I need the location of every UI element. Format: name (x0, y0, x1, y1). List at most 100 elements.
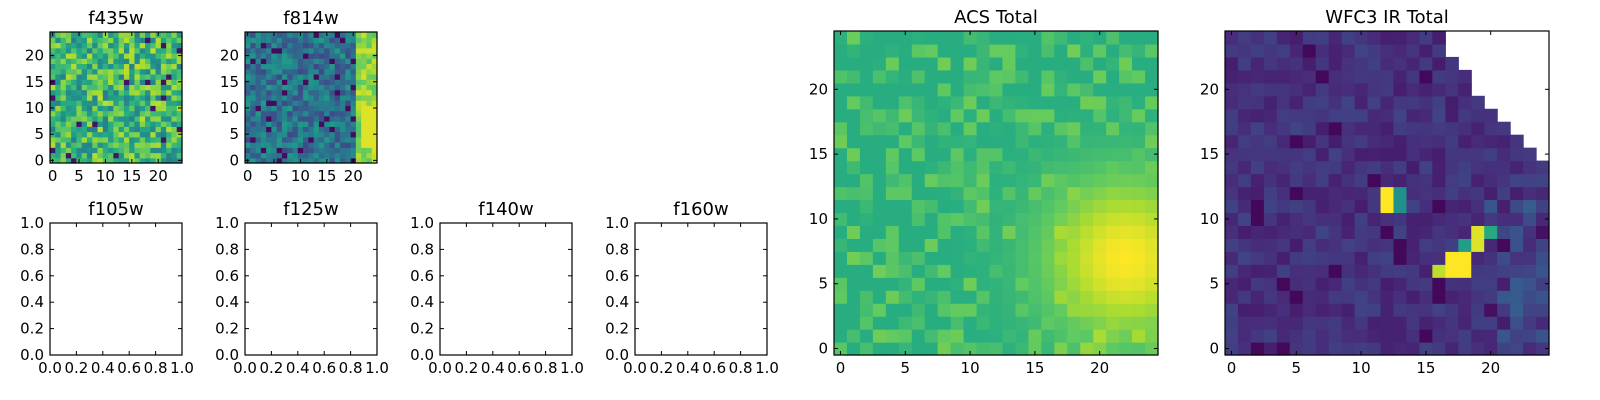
heatmap-cell (1458, 264, 1472, 278)
heatmap-cell (1002, 342, 1017, 356)
heatmap-cell (86, 63, 93, 70)
heatmap-cell (1484, 290, 1498, 304)
heatmap-cell (145, 84, 151, 91)
heatmap-cell (1250, 264, 1265, 278)
heatmap-cell (885, 329, 900, 343)
heatmap-cell (989, 212, 1004, 226)
heatmap-cell (963, 225, 978, 239)
heatmap-cell (1510, 212, 1524, 226)
heatmap-cell (355, 89, 362, 96)
heatmap-cell (846, 277, 861, 291)
heatmap-cell (139, 73, 146, 80)
heatmap-cell (129, 63, 136, 70)
heatmap-cell (345, 126, 352, 133)
heatmap-cell (1041, 31, 1055, 45)
y-tick-label: 0.2 (20, 320, 44, 338)
heatmap-cell (108, 47, 114, 54)
heatmap-cell (129, 89, 136, 96)
heatmap-cell (255, 89, 262, 96)
heatmap-cell (1536, 186, 1550, 201)
heatmap-cell (859, 342, 874, 356)
heatmap-cell (1471, 134, 1485, 149)
heatmap-cell (1015, 303, 1029, 317)
heatmap-cell (139, 100, 146, 106)
heatmap-cell (1002, 31, 1017, 45)
heatmap-cell (65, 121, 72, 127)
heatmap-cell (65, 68, 72, 75)
heatmap-cell (1041, 303, 1055, 317)
heatmap-cell (160, 63, 167, 70)
heatmap-cell (313, 136, 320, 143)
heatmap-cell (924, 186, 939, 201)
heatmap-cell (1041, 108, 1055, 123)
heatmap-cell (1289, 290, 1304, 304)
heatmap-cell (1471, 277, 1485, 291)
heatmap-cell (160, 100, 167, 106)
heatmap-cell (834, 160, 848, 175)
heatmap-cell (86, 58, 93, 65)
heatmap-cell (97, 73, 104, 80)
heatmap-cell (345, 110, 352, 117)
heatmap-cell (1276, 329, 1291, 343)
heatmap-cell (55, 152, 62, 159)
heatmap-cell (846, 69, 861, 84)
heatmap-cell (963, 264, 978, 278)
heatmap-cell (260, 131, 267, 138)
panel-title: WFC3 IR Total (1325, 7, 1448, 28)
heatmap-cell (113, 52, 120, 59)
heatmap-cell (71, 100, 77, 106)
heatmap-cell (1354, 199, 1369, 214)
heatmap-cell (334, 136, 341, 143)
heatmap-cell (1484, 342, 1498, 356)
heatmap-cell (1354, 303, 1369, 317)
heatmap-cell (1250, 134, 1265, 149)
heatmap-cell (160, 32, 167, 38)
heatmap-cell (255, 79, 262, 85)
heatmap-cell (1132, 199, 1146, 214)
heatmap-cell (1419, 95, 1433, 110)
x-tick-label: 0.6 (702, 359, 726, 377)
heatmap-cell (1523, 303, 1537, 317)
heatmap-cell (1289, 303, 1304, 317)
heatmap-cell (150, 105, 157, 112)
heatmap-cell (1080, 95, 1094, 110)
heatmap-cell (303, 100, 309, 106)
heatmap-cell (281, 136, 288, 143)
heatmap-cell (134, 37, 141, 44)
heatmap-cell (1367, 121, 1382, 136)
heatmap-cell (911, 199, 926, 214)
heatmap-cell (150, 100, 157, 106)
heatmap-cell (1028, 160, 1042, 175)
heatmap-cell (1041, 199, 1055, 214)
heatmap-cell (1406, 56, 1420, 71)
heatmap-cell (329, 73, 336, 80)
heatmap-cell (292, 131, 299, 138)
heatmap-cell (129, 152, 136, 159)
heatmap-cell (160, 121, 167, 127)
heatmap-cell (1302, 147, 1317, 162)
heatmap-cell (885, 160, 900, 175)
heatmap-cell (292, 115, 299, 122)
heatmap-cell (281, 157, 288, 164)
heatmap-cell (271, 121, 278, 127)
heatmap-cell (1367, 160, 1382, 175)
heatmap-cell (160, 115, 167, 122)
heatmap-cell (97, 126, 104, 133)
heatmap-cell (139, 42, 146, 49)
heatmap-cell (108, 68, 114, 75)
heatmap-cell (1406, 329, 1420, 343)
heatmap-cell (271, 126, 278, 133)
heatmap-cell (885, 147, 900, 162)
heatmap-cell (81, 105, 88, 112)
y-tick-label: 0.2 (215, 320, 239, 338)
y-tick-label: 0.6 (215, 267, 239, 285)
heatmap-cell (911, 82, 926, 97)
heatmap-cell (1419, 56, 1433, 71)
heatmap-cell (150, 63, 157, 70)
heatmap-cell (340, 37, 346, 44)
heatmap-cell (350, 52, 357, 59)
heatmap-cell (297, 142, 304, 148)
y-tick-label: 1.0 (215, 214, 239, 232)
heatmap-cell (276, 157, 283, 164)
